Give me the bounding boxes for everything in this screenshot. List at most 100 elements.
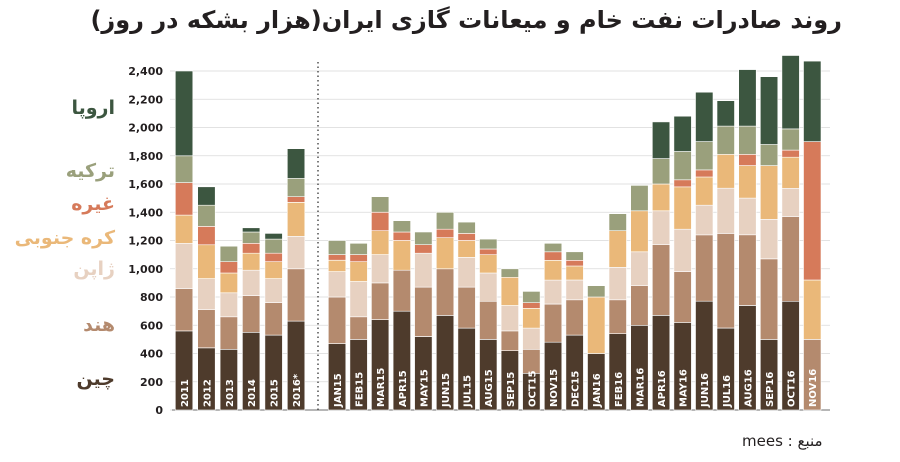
x-tick-label: DEC15 (571, 371, 582, 407)
bar-segment (543, 303, 563, 343)
bar-segment (175, 182, 194, 216)
x-axis-labels: 2011 2012 2013 2014 2015 2016* JAN15 FEB15 MAR15… (180, 368, 819, 408)
bar-segment (349, 243, 368, 255)
bar-segment (435, 237, 455, 270)
bar-segment (479, 300, 498, 340)
bar-segment (392, 269, 411, 312)
x-tick-label: MAY15 (419, 369, 430, 407)
bar-segment (630, 185, 649, 212)
y-tick-label: 2,000 (128, 122, 163, 135)
bar-segment (651, 183, 671, 212)
legend-europe: اروپا (71, 97, 115, 119)
x-tick-label: AUG16 (743, 369, 754, 407)
bar-segment (435, 228, 455, 238)
y-tick-label: 800 (140, 291, 163, 304)
bar-segment (242, 227, 261, 233)
bar-segment (457, 240, 476, 258)
bar-segment (175, 214, 194, 244)
bar-segment (673, 151, 692, 181)
bar-segment (695, 91, 714, 142)
bar-segment (738, 197, 757, 236)
x-tick-label: SEP15 (506, 372, 517, 407)
bar-segment (242, 243, 261, 254)
bar-segment (286, 236, 306, 270)
bar-segment (264, 302, 283, 336)
bar-segment (651, 158, 671, 185)
bar-segment (349, 281, 368, 318)
bar-segment (286, 268, 306, 322)
bar-segment (608, 213, 627, 231)
bar-segment (630, 210, 649, 253)
x-tick-label: 2012 (202, 379, 213, 407)
bar-segment (242, 295, 261, 333)
bar-segment (219, 261, 238, 274)
bar-segment (781, 156, 800, 189)
bar-segment (781, 128, 800, 151)
bar-segment (371, 230, 390, 255)
bar-segment (673, 179, 692, 188)
bar-segment (349, 261, 368, 282)
bar-segment (781, 216, 800, 302)
bar-segment (327, 254, 347, 261)
y-tick-label: 400 (140, 348, 163, 361)
bar-segment (349, 316, 368, 340)
bar-segment (803, 60, 822, 142)
bar-segment (759, 219, 779, 260)
bar-segment (500, 330, 519, 351)
bar-segment (327, 296, 347, 344)
bar-segment (175, 70, 194, 157)
bar-segment (738, 234, 757, 306)
bar-segment (759, 144, 779, 166)
bar-segment (371, 254, 390, 284)
bar-segment (651, 210, 671, 246)
legend-other: غیره (71, 193, 115, 215)
x-tick-label: JAN15 (333, 373, 344, 408)
x-tick-label: 2011 (180, 379, 191, 407)
bar-segment (435, 212, 455, 230)
bar-segment (286, 178, 306, 198)
legend-south-korea: کره جنوبی (14, 227, 115, 249)
bar-segment (392, 240, 411, 271)
bar-segment (219, 292, 238, 318)
legend-china: چین (76, 368, 115, 390)
bar-segment (522, 291, 541, 303)
y-tick-label: 0 (155, 404, 163, 417)
x-tick-label: FEB15 (355, 372, 366, 407)
bar-segment (349, 254, 368, 263)
bar-segment (197, 186, 216, 206)
bar-segment (457, 257, 476, 288)
bar-segment (738, 154, 757, 166)
bar-segment (479, 272, 498, 302)
bar-segment (608, 230, 627, 268)
bar-segment (327, 271, 347, 298)
bar-segment (543, 259, 563, 281)
bar-segment (543, 243, 563, 253)
bar-segment (716, 233, 735, 329)
bar-segment (759, 258, 779, 340)
x-tick-label: FEB16 (614, 372, 625, 407)
x-tick-label: 2015 (270, 379, 281, 407)
bar-segment (651, 121, 671, 159)
bar-segment (197, 278, 216, 311)
bar-segment (565, 251, 584, 261)
bar-segment (197, 226, 216, 246)
bar-segment (392, 231, 411, 241)
bar-segment (695, 204, 714, 236)
bar-segment (630, 285, 649, 326)
y-tick-label: 1,600 (128, 178, 163, 191)
bar-segment (264, 261, 283, 279)
x-tick-label: JAN16 (592, 373, 603, 408)
legend-india: هند (83, 314, 115, 336)
bar-segment (738, 165, 757, 199)
y-tick-label: 1,400 (128, 206, 163, 219)
bar-segment (565, 279, 584, 301)
bar-segment (608, 266, 627, 301)
source-note: منبع : mees (742, 432, 823, 450)
y-tick-label: 2,200 (128, 93, 163, 106)
bar-segment (414, 231, 433, 245)
x-tick-label: APR15 (398, 370, 409, 407)
bar-segment (457, 233, 476, 241)
bar-segment (716, 100, 735, 127)
bar-segment (587, 285, 606, 298)
bar-segment (630, 251, 649, 287)
